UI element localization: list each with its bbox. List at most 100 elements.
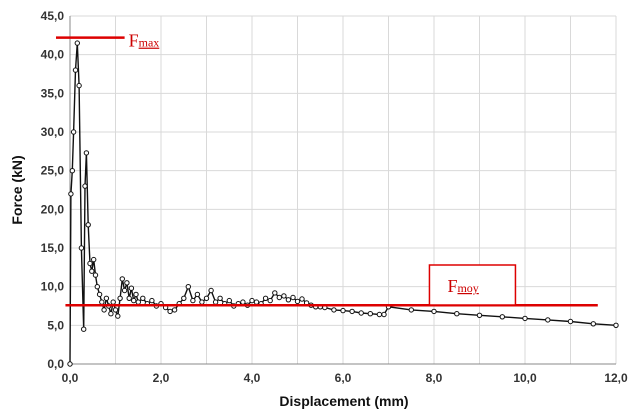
data-point — [212, 299, 219, 305]
data-point — [331, 307, 337, 313]
fmoy-label-main: F — [447, 276, 457, 296]
x-tick-label: 0,0 — [62, 371, 79, 385]
series-line — [69, 43, 617, 365]
data-point — [69, 168, 76, 174]
y-tick-label: 10,0 — [41, 280, 65, 294]
data-point — [85, 222, 91, 228]
data-point — [87, 260, 93, 267]
data-point — [126, 295, 132, 301]
data-point — [72, 67, 79, 73]
data-point — [115, 313, 121, 319]
data-point — [545, 317, 551, 323]
fmoy-box — [428, 264, 517, 306]
data-point — [140, 295, 146, 301]
y-tick-label: 0,0 — [47, 357, 64, 371]
data-point — [262, 295, 269, 301]
data-point — [108, 311, 114, 317]
data-point — [76, 82, 82, 89]
data-point — [119, 276, 126, 282]
y-tick-label: 40,0 — [41, 48, 65, 62]
y-tick-label: 30,0 — [41, 125, 65, 139]
data-point — [299, 296, 305, 302]
data-point — [99, 299, 105, 305]
data-point — [217, 295, 223, 301]
data-point — [133, 291, 139, 298]
y-tick-label: 20,0 — [41, 202, 65, 216]
data-point — [349, 308, 355, 315]
data-point — [167, 308, 173, 315]
data-point — [203, 295, 210, 301]
data-point — [96, 291, 103, 298]
data-point — [101, 307, 107, 313]
x-tick-label: 8,0 — [426, 371, 443, 385]
data-point — [499, 314, 505, 320]
data-point — [367, 311, 373, 317]
data-point — [83, 150, 90, 156]
x-tick-label: 10,0 — [513, 371, 537, 385]
data-point — [376, 311, 383, 318]
fmoy-label-sub: moy — [457, 281, 478, 295]
data-point — [181, 295, 187, 301]
data-point — [476, 312, 483, 318]
data-point — [81, 326, 87, 332]
data-point — [381, 311, 387, 318]
data-point — [294, 298, 301, 305]
data-point — [281, 293, 287, 299]
data-point — [408, 307, 414, 313]
data-point — [567, 318, 574, 325]
data-point — [121, 287, 128, 294]
x-tick-label: 12,0 — [604, 371, 628, 385]
data-point — [135, 299, 142, 305]
y-tick-label: 25,0 — [41, 164, 65, 178]
data-point — [74, 40, 81, 46]
data-point — [253, 299, 260, 305]
data-point — [131, 297, 137, 304]
data-point — [190, 297, 196, 304]
data-point — [112, 307, 119, 313]
data-point — [124, 280, 130, 286]
data-point — [194, 291, 201, 298]
data-point — [454, 311, 460, 317]
data-point — [272, 290, 278, 296]
x-tick-label: 2,0 — [153, 371, 170, 385]
data-point — [276, 294, 282, 301]
y-tick-label: 35,0 — [41, 86, 65, 100]
data-point — [68, 191, 74, 197]
data-point — [590, 321, 596, 327]
data-point — [110, 299, 116, 305]
data-point — [208, 287, 214, 294]
data-point — [522, 315, 528, 322]
data-point — [340, 307, 346, 314]
data-point — [185, 284, 192, 290]
data-point — [70, 129, 77, 135]
data-point — [240, 299, 246, 305]
data-point — [78, 245, 85, 251]
fmax-label-sub: max — [139, 36, 160, 50]
data-point — [103, 295, 110, 301]
data-point — [89, 268, 95, 274]
data-point — [613, 322, 619, 328]
data-point — [92, 272, 99, 278]
data-point — [94, 284, 101, 290]
x-tick-label: 4,0 — [244, 371, 261, 385]
data-point — [91, 256, 97, 263]
data-point — [117, 295, 123, 301]
x-tick-label: 6,0 — [335, 371, 352, 385]
data-point — [358, 310, 364, 316]
data-point — [285, 297, 292, 303]
y-tick-label: 5,0 — [47, 318, 64, 332]
data-point — [67, 361, 73, 367]
fmax-label-main: F — [129, 31, 139, 51]
data-point — [290, 294, 296, 301]
y-tick-label: 15,0 — [41, 241, 65, 255]
y-axis-title: Force (kN) — [9, 155, 25, 224]
data-point — [171, 307, 178, 313]
data-point — [249, 297, 255, 304]
data-point — [226, 297, 233, 304]
data-point — [431, 308, 437, 315]
x-axis-title: Displacement (mm) — [279, 393, 408, 409]
fmoy-label: Fmoy — [447, 276, 478, 296]
data-point — [149, 297, 155, 304]
y-tick-label: 45,0 — [41, 9, 65, 23]
